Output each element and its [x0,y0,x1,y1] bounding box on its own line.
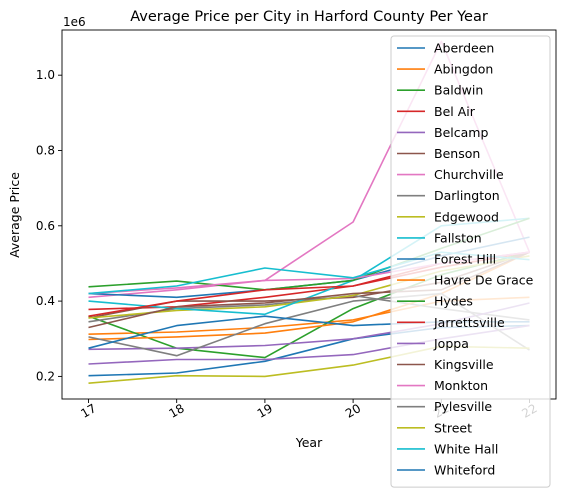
legend-label-churchville: Churchville [434,167,504,182]
legend-label-forest-hill: Forest Hill [434,252,496,267]
legend: Aberdeen Abingdon Baldwin Bel Air Belcamp Ben… [390,35,551,488]
legend-label-bel-air: Bel Air [434,104,476,119]
y-tick-label: 0.4 [36,294,55,308]
legend-label-fallston: Fallston [434,230,482,245]
legend-label-edgewood: Edgewood [434,209,499,224]
y-tick-label: 0.2 [36,369,55,383]
x-tick-label: 18 [167,401,187,421]
legend-label-pylesville: Pylesville [434,399,492,414]
y-tick-label: 0.6 [36,219,55,233]
legend-label-darlington: Darlington [434,188,500,203]
legend-label-joppa: Joppa [433,336,469,351]
legend-label-aberdeen: Aberdeen [434,41,494,56]
x-tick-label: 17 [78,401,98,421]
x-axis-label: Year [295,435,323,450]
plot-frame [61,29,557,400]
y-axis-label: Average Price [7,172,22,258]
legend-label-benson: Benson [434,146,480,161]
legend-box [390,35,551,488]
x-tick-label: 20 [343,401,363,421]
legend-label-baldwin: Baldwin [434,83,483,98]
y-offset-label: 1e6 [63,15,86,29]
legend-label-kingsville: Kingsville [434,357,494,372]
legend-label-street: Street [434,420,472,435]
y-tick-label: 0.8 [36,143,55,157]
legend-label-white-hall: White Hall [434,441,498,456]
legend-label-havre-de-grace: Havre De Grace [434,273,534,288]
legend-label-whiteford: Whiteford [434,463,495,478]
legend-label-hydes: Hydes [434,294,473,309]
y-tick-label: 1.0 [36,68,55,82]
x-tick-label: 19 [255,401,275,421]
legend-label-belcamp: Belcamp [434,125,488,140]
legend-label-jarrettsville: Jarrettsville [433,315,505,330]
chart-title: Average Price per City in Harford County… [130,9,488,25]
legend-label-abingdon: Abingdon [434,62,493,77]
legend-label-monkton: Monkton [434,378,488,393]
